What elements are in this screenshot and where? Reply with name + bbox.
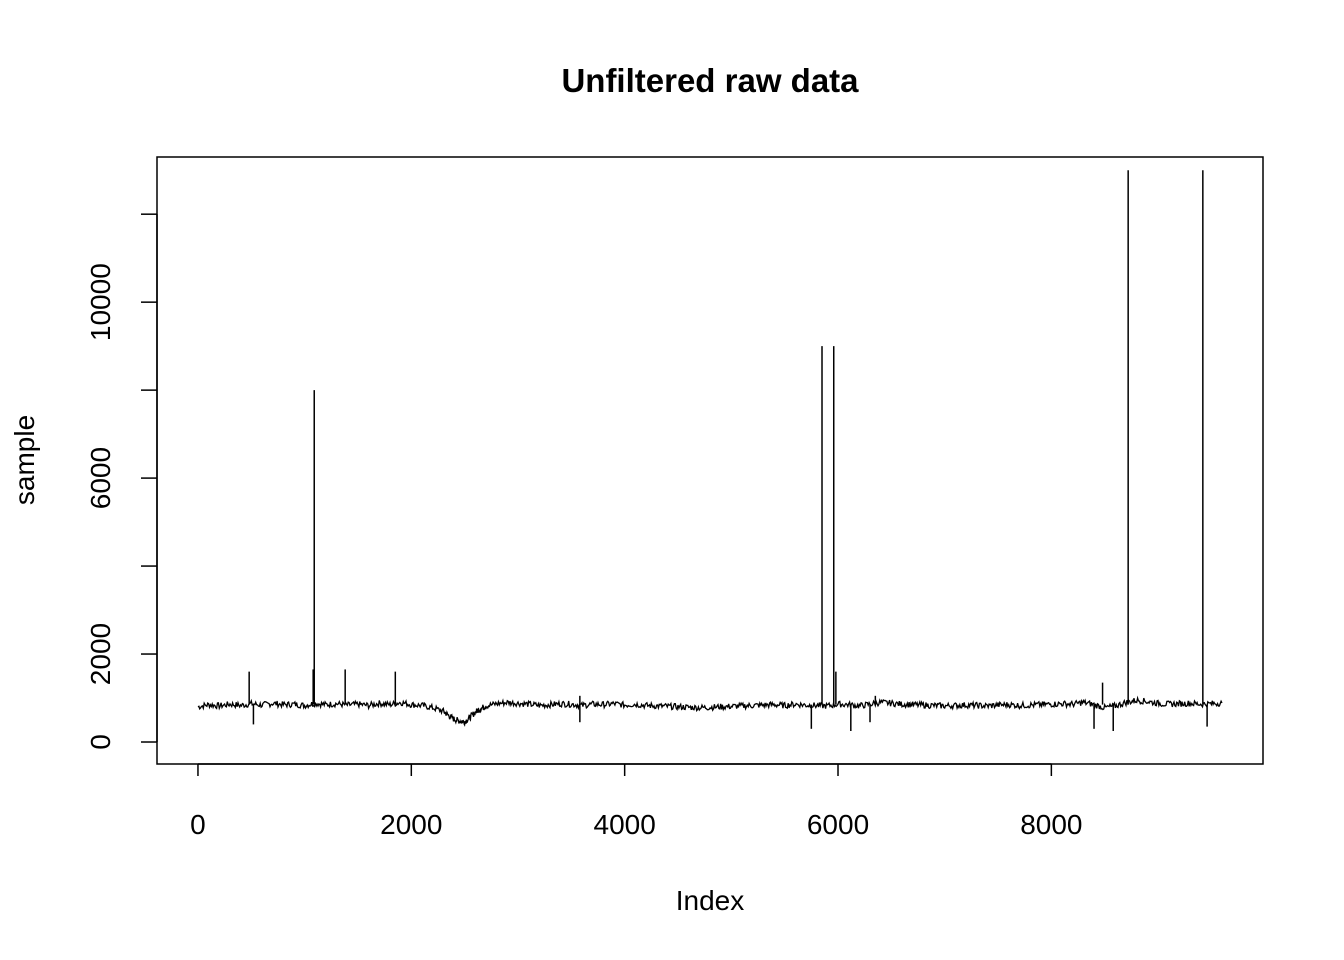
x-tick-label: 4000	[594, 809, 656, 840]
x-axis-label: Index	[676, 885, 745, 916]
series-line	[197, 695, 1223, 727]
y-tick-label: 0	[85, 734, 116, 750]
x-tick-label: 0	[190, 809, 206, 840]
chart-title: Unfiltered raw data	[561, 62, 859, 99]
x-tick-label: 6000	[807, 809, 869, 840]
y-tick-label: 10000	[85, 263, 116, 341]
y-tick-label: 6000	[85, 447, 116, 509]
y-axis-label: sample	[9, 415, 40, 505]
y-axis: 0 2000 6000 10000	[85, 213, 158, 750]
plot-area	[197, 170, 1223, 732]
x-axis: 0 2000 4000 6000 8000	[190, 763, 1083, 840]
x-tick-label: 2000	[380, 809, 442, 840]
plot-frame	[156, 156, 1264, 765]
x-tick-label: 8000	[1020, 809, 1082, 840]
y-tick-label: 2000	[85, 623, 116, 685]
